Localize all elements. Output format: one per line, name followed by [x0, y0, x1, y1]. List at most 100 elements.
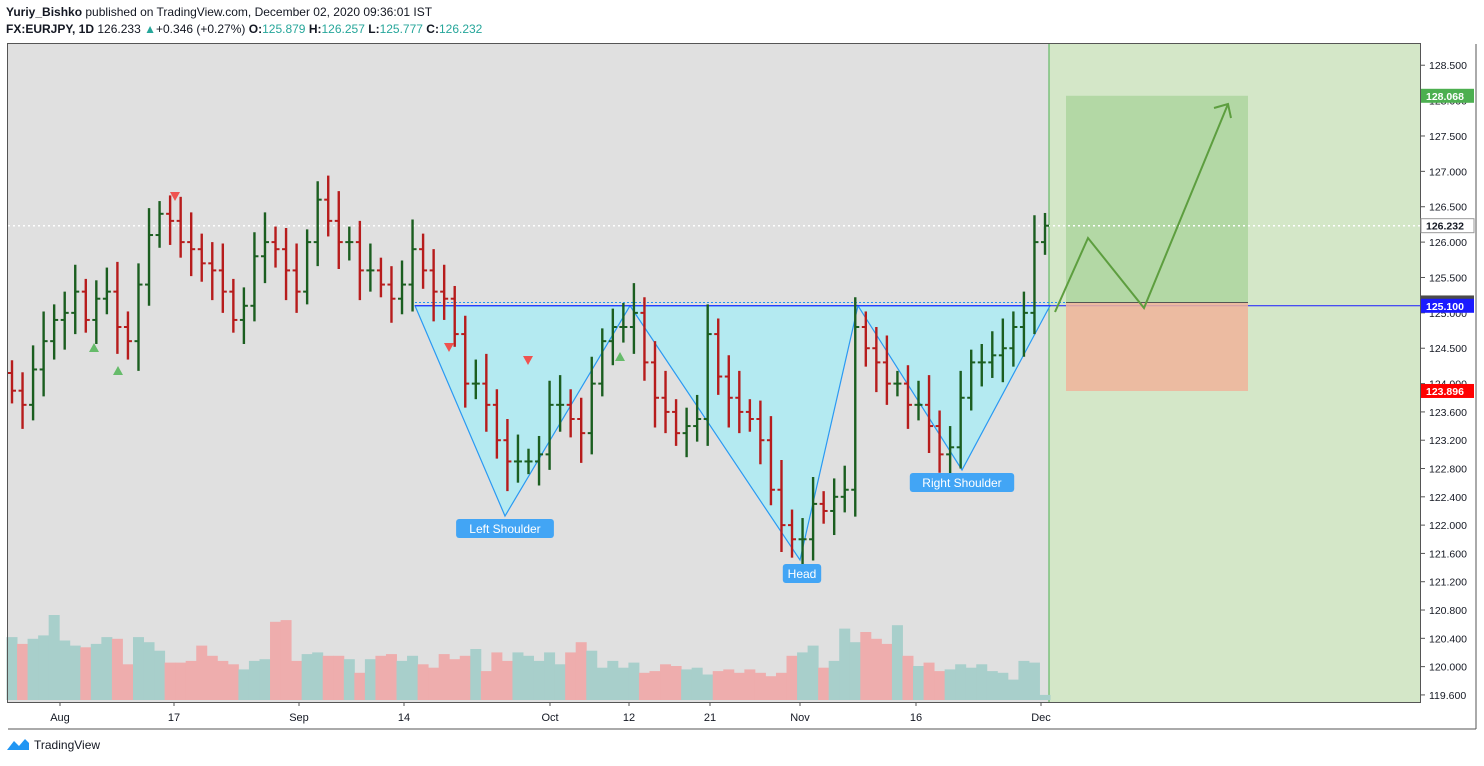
volume-bar	[870, 638, 882, 700]
publish-line: Yuriy_Bishko published on TradingView.co…	[6, 5, 432, 19]
ohlc-bar	[977, 343, 986, 387]
volume-bar	[27, 638, 39, 700]
volume-bar	[691, 667, 703, 700]
volume-bar	[523, 655, 534, 700]
ohlc-bar	[60, 291, 69, 350]
volume-bar	[143, 642, 155, 700]
open-value: 125.879	[262, 22, 306, 36]
volume-bar	[902, 655, 914, 700]
volume-bar	[227, 664, 239, 700]
volume-bar	[343, 659, 355, 700]
close-value: 126.232	[438, 22, 483, 36]
y-tick-label: 123.200	[1429, 435, 1467, 447]
y-tick-label: 128.500	[1429, 60, 1467, 72]
ohlc-bar	[914, 380, 923, 421]
price-tag-label: 123.896	[1426, 386, 1464, 398]
volume-bar	[586, 650, 598, 700]
price-tag	[1420, 218, 1475, 234]
ohlc-bar	[840, 465, 849, 513]
sell-signal-icon	[523, 356, 533, 365]
volume-bar	[934, 671, 946, 700]
volume-bar	[206, 655, 218, 700]
ohlc-bar	[29, 345, 38, 421]
ohlc-bar	[988, 331, 997, 378]
volume-bar	[1028, 662, 1040, 700]
volume-bar	[385, 654, 397, 700]
brand-text: TradingView	[34, 738, 101, 752]
volume-bar	[480, 671, 492, 700]
volume-bar	[986, 671, 998, 700]
ohlc-bar	[313, 181, 322, 267]
ohlc-bar	[1041, 212, 1049, 255]
ohlc-bar	[303, 229, 312, 305]
ohlc-bar	[693, 394, 702, 442]
ohlc-bar	[187, 212, 196, 277]
volume-bar	[1039, 694, 1051, 700]
x-tick-label: 14	[398, 712, 410, 724]
volume-bar	[175, 662, 187, 700]
volume-bar	[17, 643, 29, 700]
volume-bar	[944, 669, 956, 700]
ohlc-bar	[324, 175, 333, 237]
price-tag	[1421, 88, 1474, 103]
buy-signal-icon	[89, 343, 99, 352]
volume-bar	[723, 669, 735, 700]
ohlc-bar	[92, 280, 101, 344]
ohlc-bar	[766, 416, 775, 506]
ohlc-bar	[366, 243, 375, 292]
price-chart[interactable]: Left Shoulder Head Right Shoulder 128.500 12…	[0, 0, 1484, 730]
ohlc-bar	[619, 302, 628, 343]
volume-bar	[291, 660, 303, 700]
ohlc-bar	[461, 315, 470, 408]
volume-bar	[860, 632, 872, 700]
volume-bar	[955, 664, 967, 700]
ohlc-bar	[345, 226, 354, 261]
volume-bar	[660, 664, 672, 700]
ohlc-bar	[861, 311, 870, 367]
ohlc-bar	[629, 283, 638, 354]
ohlc-bar	[482, 353, 491, 432]
volume-bar	[270, 621, 282, 700]
volume-bar	[1018, 660, 1030, 700]
ohlc-bar	[250, 232, 259, 322]
ohlc-bar	[102, 267, 111, 315]
price-tag-label: 125.100	[1426, 301, 1464, 313]
ohlc-bar	[271, 226, 280, 268]
ohlc-bar	[18, 372, 27, 429]
ohlc-bar	[39, 311, 48, 397]
volume-bar	[533, 660, 545, 700]
pattern-label-box	[782, 564, 822, 583]
ohlc-bar	[777, 460, 786, 553]
buy-signal-icon	[615, 352, 625, 361]
author-name[interactable]: Yuriy_Bishko	[6, 5, 83, 19]
footer-brand[interactable]: TradingView	[6, 738, 100, 752]
low-label: L:	[368, 22, 380, 36]
ohlc-bar	[682, 407, 691, 458]
x-tick-label: 12	[623, 712, 635, 724]
ohlc-bar	[429, 249, 438, 322]
arrow-head-icon	[1213, 102, 1232, 119]
ohlc-bar	[830, 478, 839, 536]
y-tick-label: 122.400	[1429, 492, 1467, 504]
ohlc-bar	[545, 380, 554, 470]
volume-bar	[913, 666, 925, 700]
ohlc-bar	[376, 257, 385, 298]
volume-bar	[617, 667, 629, 700]
volume-bar	[891, 625, 903, 700]
volume-bar	[554, 664, 566, 700]
ohlc-bar	[735, 370, 744, 434]
volume-bar	[638, 672, 650, 700]
ohlc-bar	[956, 370, 965, 469]
volume-bar	[238, 669, 250, 700]
projected-path	[1054, 103, 1229, 313]
y-tick-label: 125.500	[1429, 272, 1467, 284]
volume-bar	[607, 660, 619, 700]
symbol-label[interactable]: FX:EURJPY, 1D	[6, 22, 95, 36]
x-tick-label: Nov	[790, 712, 810, 724]
ohlc-bar	[577, 397, 586, 463]
ohlc-legend: FX:EURJPY, 1D 126.233 ▲+0.346 (+0.27%) O…	[6, 22, 482, 36]
ohlc-bar	[334, 191, 343, 269]
volume-bar	[818, 667, 830, 700]
volume-bar	[997, 672, 1009, 700]
volume-bar	[69, 645, 81, 700]
